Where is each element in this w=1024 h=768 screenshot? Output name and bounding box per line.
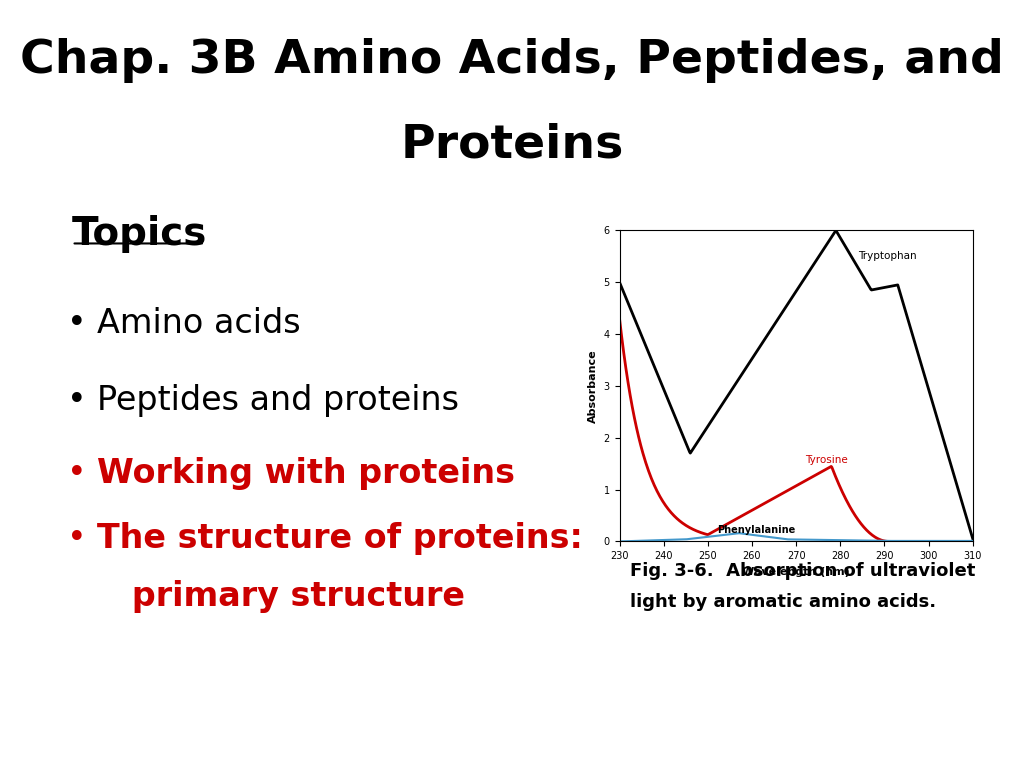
Text: Tyrosine: Tyrosine — [805, 455, 848, 465]
Text: Peptides and proteins: Peptides and proteins — [97, 384, 460, 417]
Text: Topics: Topics — [72, 215, 207, 253]
Text: The structure of proteins:: The structure of proteins: — [97, 522, 583, 555]
Text: •: • — [67, 522, 86, 555]
Text: Fig. 3-6.  Absorption of ultraviolet: Fig. 3-6. Absorption of ultraviolet — [630, 562, 975, 580]
X-axis label: Wavelength (nm): Wavelength (nm) — [742, 567, 850, 577]
Text: light by aromatic amino acids.: light by aromatic amino acids. — [630, 593, 936, 611]
Text: Amino acids: Amino acids — [97, 307, 301, 340]
Text: Phenylalanine: Phenylalanine — [717, 525, 795, 535]
Text: Chap. 3B Amino Acids, Peptides, and: Chap. 3B Amino Acids, Peptides, and — [20, 38, 1004, 84]
Y-axis label: Absorbance: Absorbance — [588, 349, 598, 422]
Text: Tryptophan: Tryptophan — [858, 251, 916, 261]
Text: primary structure: primary structure — [97, 580, 465, 613]
Text: •: • — [67, 384, 86, 417]
Text: Proteins: Proteins — [400, 123, 624, 168]
Text: •: • — [67, 307, 86, 340]
Text: Working with proteins: Working with proteins — [97, 457, 515, 490]
Text: •: • — [67, 457, 86, 490]
